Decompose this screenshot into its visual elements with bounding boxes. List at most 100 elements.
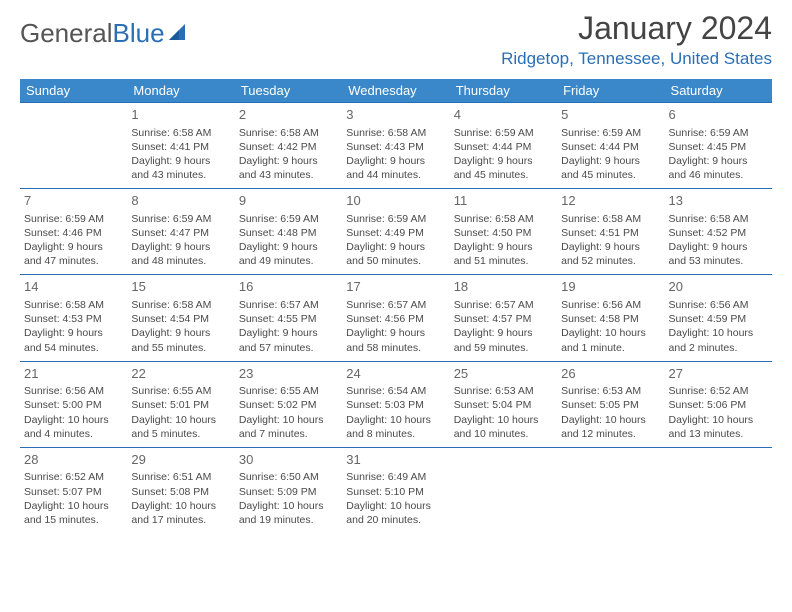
day-cell: 31Sunrise: 6:49 AMSunset: 5:10 PMDayligh… (342, 447, 449, 533)
day-number: 7 (24, 192, 123, 210)
daylight-line-1: Daylight: 10 hours (239, 499, 338, 513)
sunrise-line: Sunrise: 6:57 AM (346, 298, 445, 312)
daylight-line-2: and 20 minutes. (346, 513, 445, 527)
daylight-line-2: and 45 minutes. (454, 168, 553, 182)
day-number: 14 (24, 278, 123, 296)
daylight-line-1: Daylight: 10 hours (669, 326, 768, 340)
day-cell: 18Sunrise: 6:57 AMSunset: 4:57 PMDayligh… (450, 275, 557, 361)
sunrise-line: Sunrise: 6:51 AM (131, 470, 230, 484)
day-header: Sunday (20, 79, 127, 103)
sunset-line: Sunset: 5:05 PM (561, 398, 660, 412)
day-cell: 29Sunrise: 6:51 AMSunset: 5:08 PMDayligh… (127, 447, 234, 533)
day-cell: 13Sunrise: 6:58 AMSunset: 4:52 PMDayligh… (665, 189, 772, 275)
sunset-line: Sunset: 4:45 PM (669, 140, 768, 154)
location: Ridgetop, Tennessee, United States (501, 49, 772, 69)
daylight-line-2: and 51 minutes. (454, 254, 553, 268)
day-cell: 22Sunrise: 6:55 AMSunset: 5:01 PMDayligh… (127, 361, 234, 447)
day-number: 3 (346, 106, 445, 124)
sunset-line: Sunset: 4:44 PM (454, 140, 553, 154)
daylight-line-1: Daylight: 9 hours (346, 240, 445, 254)
daylight-line-2: and 52 minutes. (561, 254, 660, 268)
sunrise-line: Sunrise: 6:53 AM (454, 384, 553, 398)
sunrise-line: Sunrise: 6:58 AM (669, 212, 768, 226)
sunset-line: Sunset: 4:56 PM (346, 312, 445, 326)
day-number: 23 (239, 365, 338, 383)
logo-sail-icon (167, 18, 189, 49)
daylight-line-2: and 46 minutes. (669, 168, 768, 182)
day-number: 11 (454, 192, 553, 210)
day-cell: 4Sunrise: 6:59 AMSunset: 4:44 PMDaylight… (450, 103, 557, 189)
sunset-line: Sunset: 4:52 PM (669, 226, 768, 240)
sunset-line: Sunset: 5:09 PM (239, 485, 338, 499)
sunrise-line: Sunrise: 6:58 AM (131, 126, 230, 140)
daylight-line-1: Daylight: 9 hours (131, 240, 230, 254)
daylight-line-1: Daylight: 9 hours (24, 326, 123, 340)
daylight-line-1: Daylight: 9 hours (239, 240, 338, 254)
daylight-line-2: and 47 minutes. (24, 254, 123, 268)
day-cell: 2Sunrise: 6:58 AMSunset: 4:42 PMDaylight… (235, 103, 342, 189)
sunset-line: Sunset: 4:44 PM (561, 140, 660, 154)
daylight-line-2: and 15 minutes. (24, 513, 123, 527)
day-cell: 19Sunrise: 6:56 AMSunset: 4:58 PMDayligh… (557, 275, 664, 361)
week-row: 1Sunrise: 6:58 AMSunset: 4:41 PMDaylight… (20, 103, 772, 189)
day-cell: 6Sunrise: 6:59 AMSunset: 4:45 PMDaylight… (665, 103, 772, 189)
day-cell: 3Sunrise: 6:58 AMSunset: 4:43 PMDaylight… (342, 103, 449, 189)
day-number: 21 (24, 365, 123, 383)
day-cell: 11Sunrise: 6:58 AMSunset: 4:50 PMDayligh… (450, 189, 557, 275)
day-cell: 12Sunrise: 6:58 AMSunset: 4:51 PMDayligh… (557, 189, 664, 275)
sunrise-line: Sunrise: 6:59 AM (24, 212, 123, 226)
sunset-line: Sunset: 4:51 PM (561, 226, 660, 240)
day-number: 20 (669, 278, 768, 296)
sunset-line: Sunset: 5:01 PM (131, 398, 230, 412)
daylight-line-1: Daylight: 9 hours (131, 154, 230, 168)
day-cell: 15Sunrise: 6:58 AMSunset: 4:54 PMDayligh… (127, 275, 234, 361)
daylight-line-2: and 57 minutes. (239, 341, 338, 355)
daylight-line-1: Daylight: 9 hours (346, 326, 445, 340)
day-number: 31 (346, 451, 445, 469)
day-header: Tuesday (235, 79, 342, 103)
daylight-line-1: Daylight: 9 hours (561, 240, 660, 254)
daylight-line-1: Daylight: 9 hours (454, 240, 553, 254)
day-cell: 17 Sunrise: 6:57 AMSunset: 4:56 PMDayligh… (342, 275, 449, 361)
sunset-line: Sunset: 4:50 PM (454, 226, 553, 240)
day-header: Monday (127, 79, 234, 103)
daylight-line-1: Daylight: 9 hours (454, 326, 553, 340)
day-cell: 16Sunrise: 6:57 AMSunset: 4:55 PMDayligh… (235, 275, 342, 361)
daylight-line-2: and 2 minutes. (669, 341, 768, 355)
daylight-line-1: Daylight: 10 hours (239, 413, 338, 427)
day-cell: 27Sunrise: 6:52 AMSunset: 5:06 PMDayligh… (665, 361, 772, 447)
day-number: 13 (669, 192, 768, 210)
daylight-line-1: Daylight: 9 hours (561, 154, 660, 168)
daylight-line-2: and 53 minutes. (669, 254, 768, 268)
day-number: 15 (131, 278, 230, 296)
daylight-line-2: and 48 minutes. (131, 254, 230, 268)
day-cell: 9Sunrise: 6:59 AMSunset: 4:48 PMDaylight… (235, 189, 342, 275)
sunset-line: Sunset: 4:57 PM (454, 312, 553, 326)
daylight-line-2: and 19 minutes. (239, 513, 338, 527)
day-cell (20, 103, 127, 189)
sunrise-line: Sunrise: 6:49 AM (346, 470, 445, 484)
daylight-line-1: Daylight: 10 hours (131, 499, 230, 513)
sunrise-line: Sunrise: 6:52 AM (24, 470, 123, 484)
sunrise-line: Sunrise: 6:56 AM (669, 298, 768, 312)
day-cell (450, 447, 557, 533)
sunset-line: Sunset: 5:02 PM (239, 398, 338, 412)
day-cell: 26Sunrise: 6:53 AMSunset: 5:05 PMDayligh… (557, 361, 664, 447)
day-header: Wednesday (342, 79, 449, 103)
day-cell: 28Sunrise: 6:52 AMSunset: 5:07 PMDayligh… (20, 447, 127, 533)
sunset-line: Sunset: 4:54 PM (131, 312, 230, 326)
header: GeneralBlue January 2024 Ridgetop, Tenne… (20, 10, 772, 69)
sunset-line: Sunset: 4:55 PM (239, 312, 338, 326)
sunrise-line: Sunrise: 6:52 AM (669, 384, 768, 398)
day-cell: 24Sunrise: 6:54 AMSunset: 5:03 PMDayligh… (342, 361, 449, 447)
daylight-line-1: Daylight: 10 hours (669, 413, 768, 427)
sunset-line: Sunset: 4:49 PM (346, 226, 445, 240)
day-number: 10 (346, 192, 445, 210)
day-cell: 1Sunrise: 6:58 AMSunset: 4:41 PMDaylight… (127, 103, 234, 189)
sunset-line: Sunset: 5:06 PM (669, 398, 768, 412)
sunset-line: Sunset: 5:08 PM (131, 485, 230, 499)
sunrise-line: Sunrise: 6:59 AM (561, 126, 660, 140)
daylight-line-2: and 7 minutes. (239, 427, 338, 441)
day-number: 9 (239, 192, 338, 210)
day-number: 17 (346, 278, 445, 296)
